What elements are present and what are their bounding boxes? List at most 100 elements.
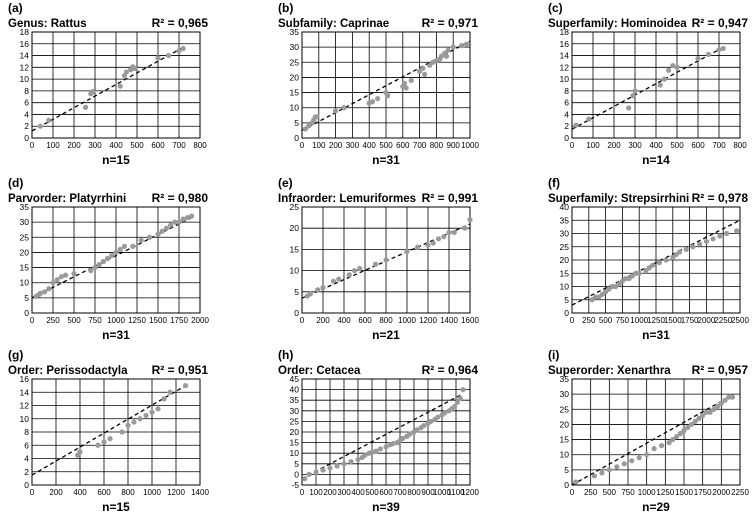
- data-point: [155, 406, 161, 412]
- data-point: [82, 104, 89, 110]
- x-tick-label: 2250: [714, 316, 732, 325]
- x-tick-label: 750: [88, 316, 102, 325]
- data-point: [357, 265, 363, 272]
- y-tick-label: 20: [20, 247, 30, 257]
- x-tick-label: 400: [363, 141, 377, 150]
- data-point: [659, 443, 665, 449]
- chart-panel-5: (e) Infraorder: Lemuriformes R² = 0,991 0 5 1…: [278, 176, 479, 342]
- panel-title: Superfamily: Hominoidea: [548, 18, 687, 30]
- gridlines: [571, 378, 741, 486]
- data-point: [180, 216, 186, 222]
- data-point: [313, 469, 319, 475]
- data-point: [184, 215, 190, 221]
- data-point: [163, 225, 169, 231]
- y-tick-label: 15: [290, 438, 300, 448]
- x-tick-label: 700: [172, 141, 186, 150]
- x-tick-label: 900: [421, 488, 435, 497]
- plot-frame: [301, 378, 471, 486]
- data-point: [700, 412, 706, 418]
- y-tick-label: 12: [560, 62, 570, 72]
- panel-letter: (d): [8, 176, 23, 190]
- y-tick-label: 25: [20, 232, 30, 242]
- data-point: [138, 237, 144, 243]
- x-tick-label: 750: [621, 488, 635, 497]
- x-tick-label: 1250: [128, 316, 146, 325]
- data-point: [385, 93, 391, 99]
- x-tick-label: 700: [413, 141, 427, 150]
- data-point: [46, 117, 52, 123]
- data-point: [707, 409, 713, 415]
- y-tick-label: 14: [20, 387, 30, 397]
- data-point: [307, 291, 313, 297]
- data-point: [421, 423, 427, 429]
- x-tick-label: 0: [300, 316, 305, 325]
- panel-letter: (h): [278, 348, 293, 362]
- data-point: [467, 217, 473, 223]
- y-tick-label: 15: [290, 244, 300, 254]
- x-tick-label: 2000: [712, 488, 730, 497]
- plot-frame: [571, 31, 741, 139]
- sample-size-label: n=21: [372, 328, 400, 342]
- data-point: [446, 229, 452, 236]
- x-tick-label: 100: [586, 141, 600, 150]
- data-point: [430, 240, 436, 246]
- x-tick-label: 250: [584, 488, 598, 497]
- x-tick-label: 1400: [440, 316, 458, 325]
- data-point: [125, 422, 131, 428]
- x-tick-label: 0: [300, 488, 305, 497]
- data-point: [131, 419, 137, 425]
- y-tick-label: 8: [564, 86, 569, 96]
- x-tick-label: 200: [607, 141, 621, 150]
- r-squared-label: R² = 0,978: [692, 191, 749, 205]
- data-point: [373, 448, 379, 454]
- y-tick-label: 0: [564, 133, 569, 143]
- data-point: [137, 416, 143, 422]
- data-point: [573, 122, 579, 128]
- y-tick-label: 30: [20, 217, 30, 227]
- data-point: [445, 47, 451, 53]
- y-tick-label: 45: [290, 374, 300, 384]
- y-tick-label: 2: [24, 121, 29, 131]
- data-point: [722, 397, 728, 403]
- chart-panel-6: (f) Superfamily: Strepsirrhini R² = 0,978 0…: [548, 176, 749, 342]
- sample-size-label: n=39: [372, 500, 400, 514]
- x-tick-label: 100: [46, 141, 60, 150]
- y-tick-label: 0: [294, 308, 299, 318]
- data-point: [383, 257, 389, 263]
- panel-letter: (e): [278, 176, 293, 190]
- chart-panel-8: (h)Order: Cetacea R² = 0,964-505101520253…: [278, 348, 479, 514]
- y-tick-label: 8: [24, 427, 29, 437]
- trend-line: [301, 40, 471, 132]
- plot-frame: [31, 378, 201, 486]
- data-point: [143, 412, 149, 419]
- data-point: [630, 93, 636, 99]
- y-tick-label: 14: [560, 51, 570, 61]
- data-point: [711, 406, 717, 412]
- data-point: [42, 289, 48, 295]
- y-tick-label: 15: [560, 435, 570, 445]
- chart-panel-9: (i) Superorder: Xenarthra R² = 0,957 0 5 10 15…: [548, 348, 749, 514]
- data-point: [306, 123, 312, 129]
- y-tick-label: 12: [20, 401, 30, 411]
- x-tick-label: 1250: [647, 316, 665, 325]
- data-point: [452, 403, 458, 410]
- panel-title: Infraorder: Lemuriformes: [278, 193, 416, 205]
- x-tick-label: 0: [30, 141, 35, 150]
- panel-letter: (f): [548, 176, 560, 190]
- x-tick-label: 1750: [170, 316, 188, 325]
- data-point: [705, 51, 712, 57]
- data-point: [341, 461, 347, 467]
- data-point: [92, 264, 98, 271]
- data-point: [632, 88, 638, 94]
- y-tick-label: 5: [294, 118, 299, 128]
- y-tick-label: 30: [560, 229, 570, 239]
- y-tick-label: 35: [560, 215, 570, 225]
- data-point: [573, 479, 579, 485]
- r-squared-label: R² = 0,964: [422, 363, 479, 377]
- x-tick-label: 400: [73, 488, 87, 497]
- x-tick-label: 1000: [107, 316, 125, 325]
- data-point: [117, 246, 123, 252]
- data-point: [183, 383, 189, 389]
- data-point: [63, 272, 69, 278]
